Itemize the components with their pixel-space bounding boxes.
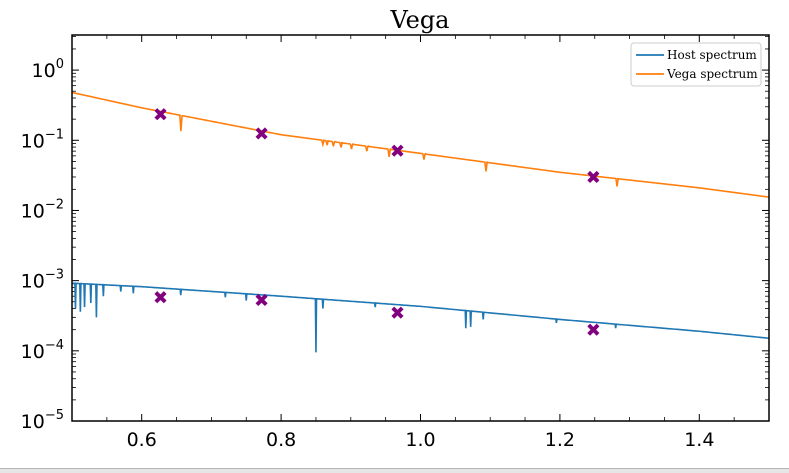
legend: Host spectrum Vega spectrum bbox=[630, 42, 762, 87]
y-tick-label: 10−5 bbox=[21, 408, 64, 433]
x-marker bbox=[391, 144, 404, 157]
legend-box bbox=[630, 42, 762, 87]
x-tick-label: 0.8 bbox=[266, 429, 296, 451]
x-marker bbox=[391, 306, 404, 319]
x-marker bbox=[255, 293, 268, 307]
y-tick-label: 10−1 bbox=[21, 127, 64, 152]
x-marker bbox=[154, 291, 167, 304]
y-tick-label: 10−4 bbox=[21, 338, 64, 363]
x-tick-label: 1.4 bbox=[684, 429, 714, 451]
window-bottom-edge bbox=[0, 468, 789, 473]
y-tick-label: 10−3 bbox=[21, 268, 64, 293]
x-tick-label: 1.0 bbox=[405, 429, 435, 451]
x-tick-label: 1.2 bbox=[545, 429, 575, 451]
x-marker bbox=[587, 170, 600, 184]
x-tick-label: 0.6 bbox=[127, 429, 157, 451]
legend-entry: Vega spectrum bbox=[666, 67, 758, 81]
legend-entry: Host spectrum bbox=[667, 48, 757, 62]
y-tick-label: 10−2 bbox=[21, 197, 64, 222]
host-spectrum-line bbox=[72, 282, 769, 353]
plot-frame bbox=[71, 34, 770, 422]
chart-title: Vega bbox=[389, 6, 449, 34]
x-marker bbox=[154, 108, 167, 121]
x-marker bbox=[255, 127, 268, 140]
y-tick-label: 100 bbox=[32, 57, 64, 82]
x-marker bbox=[587, 323, 600, 336]
vega-spectrum-line bbox=[72, 91, 769, 198]
